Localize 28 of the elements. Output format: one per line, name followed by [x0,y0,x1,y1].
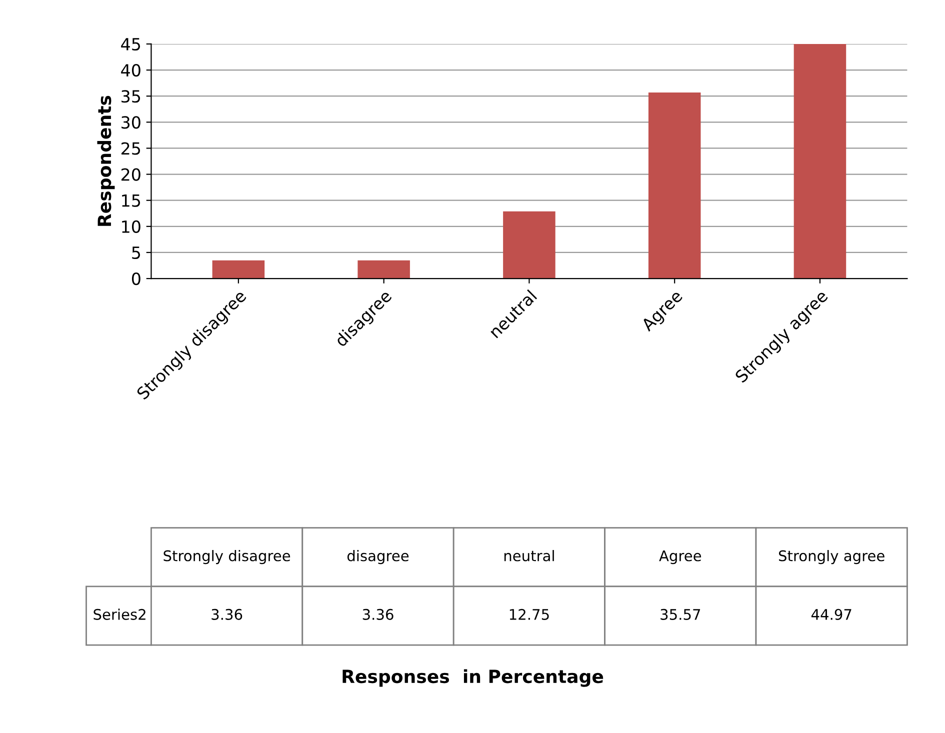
category-label: Strongly agree [778,550,884,564]
y-tick-label: 45 [121,38,140,51]
y-tick-label: 30 [122,116,140,129]
y-tick-label: 20 [121,168,140,181]
y-tick-label: 5 [132,246,140,260]
category-label: Strongly disagree [164,550,290,564]
y-tick-label: 40 [121,64,140,77]
bar [358,260,410,279]
category-label: neutral [504,550,554,562]
category-label: Agree [659,550,702,564]
y-tick-label: 0 [132,272,140,286]
data-label: 3.36 [212,608,242,620]
bar [503,211,556,279]
y-axis-title: Respondents [97,96,115,226]
text: Responses in Percentage [342,669,604,687]
data-label: 44.97 [811,608,852,620]
bar [212,260,265,279]
y-tick-label: 10 [122,220,140,233]
data-label: 35.57 [660,608,700,620]
data-label: 12.75 [510,608,549,620]
data-label: 3.36 [362,608,394,620]
y-tick-label: 35 [122,90,140,103]
y-tick-label: 15 [122,194,140,207]
y-tick-label: 25 [121,142,140,155]
category-label: disagree [347,550,409,564]
bar [794,44,846,279]
text: Series2 [94,608,146,620]
bar [648,92,701,279]
